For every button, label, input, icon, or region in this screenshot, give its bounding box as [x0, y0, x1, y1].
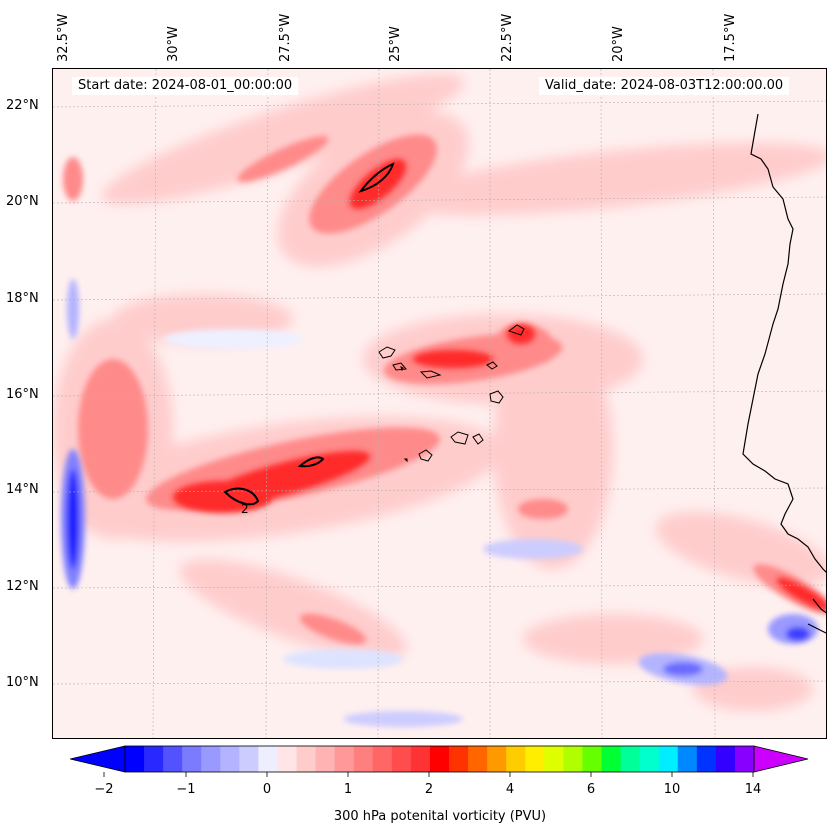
colorbar-swatch [201, 746, 221, 772]
colorbar [70, 745, 809, 777]
lon-label-20w: 20°W [611, 26, 626, 62]
colorbar-swatch [734, 746, 755, 772]
cb-tick--2: −2 [94, 782, 114, 797]
cb-tick-10: 10 [663, 782, 681, 797]
colorbar-swatch [601, 746, 622, 772]
valid-date-label: Valid_date: 2024-08-03T12:00:00.00 [539, 77, 790, 95]
lon-label-32-5w: 32.5°W [56, 13, 71, 62]
colorbar-swatch [639, 746, 660, 772]
colorbar-swatch [296, 746, 317, 772]
colorbar-swatch [449, 746, 469, 772]
colorbar-swatch [696, 746, 717, 772]
colorbar-swatch [163, 746, 183, 772]
lon-label-27-5w: 27.5°W [278, 13, 293, 62]
graticule [53, 69, 826, 738]
cb-tick-14: 14 [744, 782, 762, 797]
pv-field-map: 2 [53, 69, 826, 738]
colorbar-swatch [258, 746, 278, 772]
colorbar-swatch [125, 746, 145, 772]
colorbar-swatch [144, 746, 164, 772]
west-africa-coastline [742, 113, 826, 634]
colorbar-swatch [582, 746, 603, 772]
lat-label-16n: 16°N [6, 387, 39, 402]
colorbar-swatch [563, 746, 583, 772]
colorbar-swatch [468, 746, 488, 772]
colorbar-swatch [334, 746, 355, 772]
colorbar-swatches [125, 746, 755, 772]
colorbar-swatch [239, 746, 259, 772]
lat-label-22n: 22°N [6, 98, 39, 113]
cb-tick-6: 6 [586, 782, 596, 797]
start-date-label: Start date: 2024-08-01_00:00:00 [72, 77, 299, 95]
cb-tick--1: −1 [176, 782, 196, 797]
cb-tick-0: 0 [262, 782, 272, 797]
colorbar-swatch [391, 746, 412, 772]
cb-tick-1: 1 [343, 782, 353, 797]
colorbar-swatch [658, 746, 679, 772]
colorbar-swatch [715, 746, 736, 772]
colorbar-swatch [525, 746, 545, 772]
colorbar-swatch [315, 746, 336, 772]
lat-label-18n: 18°N [6, 291, 39, 306]
lat-label-10n: 10°N [6, 675, 39, 690]
lon-label-30w: 30°W [166, 26, 181, 62]
map-panel: 2 [52, 68, 827, 739]
colorbar-swatch [353, 746, 374, 772]
colorbar-swatch [429, 746, 450, 772]
colorbar-swatch [410, 746, 431, 772]
colorbar-ticks [103, 772, 754, 777]
colorbar-label: 300 hPa potenital vorticity (PVU) [333, 809, 547, 824]
lat-label-20n: 20°N [6, 194, 39, 209]
cape-verde-islands [378, 324, 525, 463]
colorbar-swatch [182, 746, 202, 772]
colorbar-swatch [487, 746, 507, 772]
colorbar-swatch [220, 746, 240, 772]
colorbar-swatch [372, 746, 393, 772]
colorbar-outline [124, 745, 755, 773]
lon-label-25w: 25°W [388, 26, 403, 62]
colorbar-high-extend [753, 745, 809, 773]
lat-label-14n: 14°N [6, 482, 39, 497]
colorbar-swatch [506, 746, 526, 772]
lat-label-12n: 12°N [6, 579, 39, 594]
pv-blue-regions [61, 279, 818, 727]
contour-label-2: 2 [241, 502, 249, 516]
cb-tick-4: 4 [505, 782, 515, 797]
lon-label-22-5w: 22.5°W [500, 13, 515, 62]
cb-tick-2: 2 [424, 782, 434, 797]
colorbar-swatch [544, 746, 564, 772]
colorbar-swatch [277, 746, 298, 772]
colorbar-low-extend [70, 745, 126, 773]
pv-2-contours [223, 162, 395, 506]
lon-label-17-5w: 17.5°W [723, 13, 738, 62]
colorbar-swatch [677, 746, 698, 772]
colorbar-swatch [620, 746, 641, 772]
